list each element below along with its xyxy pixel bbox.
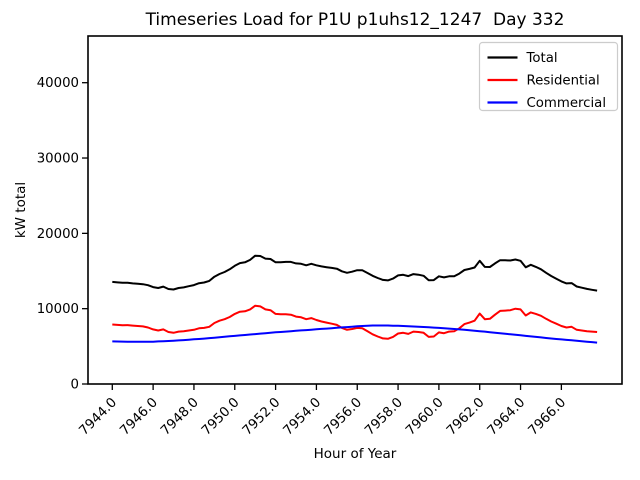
x-tick-label: 7966.0 [526,395,570,439]
legend-item: Residential [487,74,600,89]
x-tick-label: 7944.0 [77,395,121,439]
legend-item: Total [487,51,558,66]
x-axis-label: Hour of Year [314,446,397,462]
x-tick-label: 7950.0 [199,395,243,439]
chart-title: Timeseries Load for P1U p1uhs12_1247 Day… [145,10,565,30]
x-tick-label: 7954.0 [281,395,325,439]
legend-label: Residential [527,74,600,89]
y-tick-label: 20000 [37,227,79,242]
residential-series-line [112,304,598,340]
y-tick-label: 10000 [37,302,79,317]
y-tick-label: 40000 [37,76,79,91]
legend-box [478,41,619,112]
x-tick-label: 7956.0 [322,395,366,439]
y-axis-label: kW total [13,182,29,238]
legend-label: Total [526,51,558,66]
x-tick-label: 7952.0 [240,395,284,439]
y-tick-label: 30000 [37,152,79,167]
x-tick-label: 7960.0 [403,395,447,439]
x-tick-label: 7958.0 [362,395,406,439]
axes-frame [87,35,623,385]
total-series-line [112,254,598,292]
commercial-series-line [112,324,598,344]
x-tick-label: 7964.0 [485,395,529,439]
y-tick-label: 0 [71,378,79,393]
legend: Total Residential Commercial [478,41,619,112]
x-tick-label: 7962.0 [444,395,488,439]
legend-item: Commercial [487,96,607,111]
x-tick-label: 7946.0 [117,395,161,439]
legend-label: Commercial [527,96,607,111]
x-tick-label: 7948.0 [158,395,202,439]
